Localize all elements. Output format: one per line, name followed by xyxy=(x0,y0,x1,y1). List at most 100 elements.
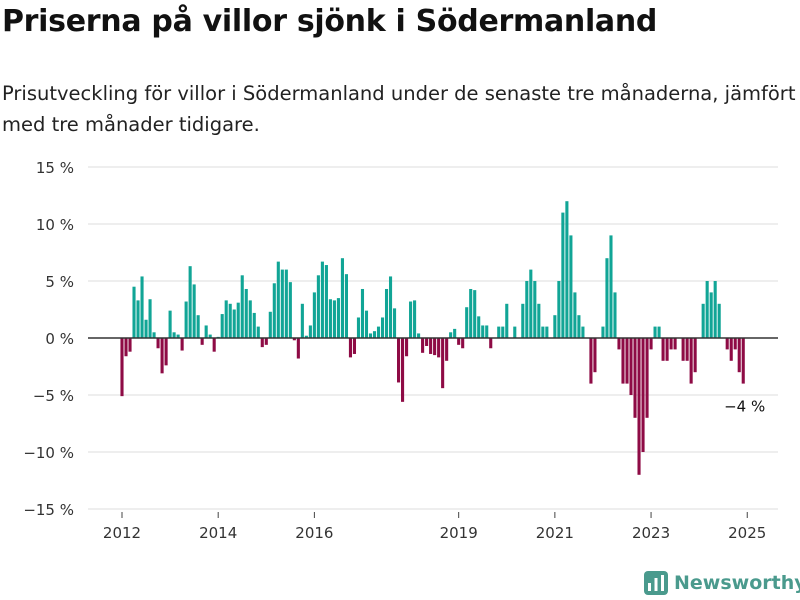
x-tick-label: 2012 xyxy=(103,524,141,542)
y-tick-label: 5 % xyxy=(45,273,74,291)
bar xyxy=(172,332,176,338)
bar xyxy=(545,326,549,338)
bar xyxy=(272,283,276,338)
bar xyxy=(733,338,737,350)
bar xyxy=(308,325,312,338)
bar xyxy=(380,317,385,338)
bar xyxy=(693,338,697,373)
bar xyxy=(124,338,128,357)
bar xyxy=(669,338,673,350)
last-value-annotation: −4 % xyxy=(724,398,765,416)
bar xyxy=(681,338,685,361)
bar xyxy=(525,281,529,338)
bar xyxy=(601,326,605,338)
bar xyxy=(469,288,473,338)
bar xyxy=(204,325,208,338)
y-tick-label: −15 % xyxy=(23,501,74,519)
bar xyxy=(320,261,324,338)
bar xyxy=(489,338,493,349)
bar xyxy=(176,334,180,338)
bar xyxy=(521,303,525,338)
bar xyxy=(152,332,156,338)
x-tick-label: 2016 xyxy=(295,524,333,542)
bar xyxy=(561,212,565,338)
bar xyxy=(192,284,196,338)
bar xyxy=(581,326,585,338)
bar xyxy=(701,303,705,338)
bar xyxy=(473,290,477,338)
bar xyxy=(433,338,437,356)
bar xyxy=(717,303,721,338)
bar xyxy=(156,338,160,349)
brand-logo: Newsworthy xyxy=(644,568,800,598)
bar xyxy=(140,276,144,338)
bar xyxy=(621,338,625,384)
bar xyxy=(316,275,320,338)
bar xyxy=(505,303,509,338)
bar xyxy=(144,319,148,338)
bar xyxy=(268,311,272,338)
bar xyxy=(148,299,152,338)
bar xyxy=(709,292,713,338)
bar xyxy=(336,298,340,338)
bar xyxy=(401,338,405,402)
bar xyxy=(541,326,545,338)
bar xyxy=(200,338,204,345)
price-change-chart: 15 % 10 % 5 % 0 % −5 % −10 % −15 % 2012 2014 2016… xyxy=(23,159,778,542)
bar xyxy=(280,269,284,338)
bar xyxy=(244,288,248,338)
bar xyxy=(364,310,369,338)
x-tick-label: 2025 xyxy=(728,524,766,542)
bar xyxy=(252,312,256,338)
bar xyxy=(557,281,561,338)
bar xyxy=(725,338,729,350)
bar xyxy=(633,338,637,418)
brand-name: Newsworthy xyxy=(674,572,800,594)
bar xyxy=(324,265,328,338)
bar xyxy=(304,335,308,338)
bar xyxy=(288,282,292,338)
bar xyxy=(537,303,541,338)
bar xyxy=(417,333,421,338)
bar xyxy=(501,326,505,338)
bar xyxy=(160,338,164,374)
bar xyxy=(340,258,344,338)
bar xyxy=(284,269,288,338)
bar xyxy=(164,338,168,366)
bar xyxy=(356,317,361,338)
bar xyxy=(228,303,232,338)
bar xyxy=(689,338,693,384)
chart-subtitle: Prisutveckling för villor i Södermanland… xyxy=(2,82,796,136)
bar xyxy=(673,338,677,350)
bar xyxy=(605,258,609,338)
bar xyxy=(188,266,192,338)
y-tick-label: 10 % xyxy=(36,216,74,234)
bar xyxy=(136,300,140,338)
bar xyxy=(477,316,481,338)
bar xyxy=(641,338,645,452)
y-tick-label: −10 % xyxy=(23,444,74,462)
bar xyxy=(589,338,593,384)
bar xyxy=(625,338,629,384)
bar xyxy=(168,310,172,338)
y-tick-label: 0 % xyxy=(45,330,74,348)
bar xyxy=(429,338,433,354)
bar xyxy=(441,338,445,389)
bar xyxy=(232,309,236,338)
bar xyxy=(485,325,489,338)
bar xyxy=(256,326,260,338)
bar xyxy=(457,338,461,345)
bar xyxy=(240,275,244,338)
bar xyxy=(657,326,661,338)
bar xyxy=(397,338,401,383)
bar xyxy=(653,326,657,338)
bar xyxy=(180,338,184,351)
bar xyxy=(184,301,188,338)
bar xyxy=(413,300,417,338)
bar xyxy=(264,338,268,345)
bar xyxy=(613,292,617,338)
bar xyxy=(208,334,212,338)
bar xyxy=(573,292,577,338)
bar xyxy=(392,308,397,338)
y-tick-label: 15 % xyxy=(36,159,74,177)
